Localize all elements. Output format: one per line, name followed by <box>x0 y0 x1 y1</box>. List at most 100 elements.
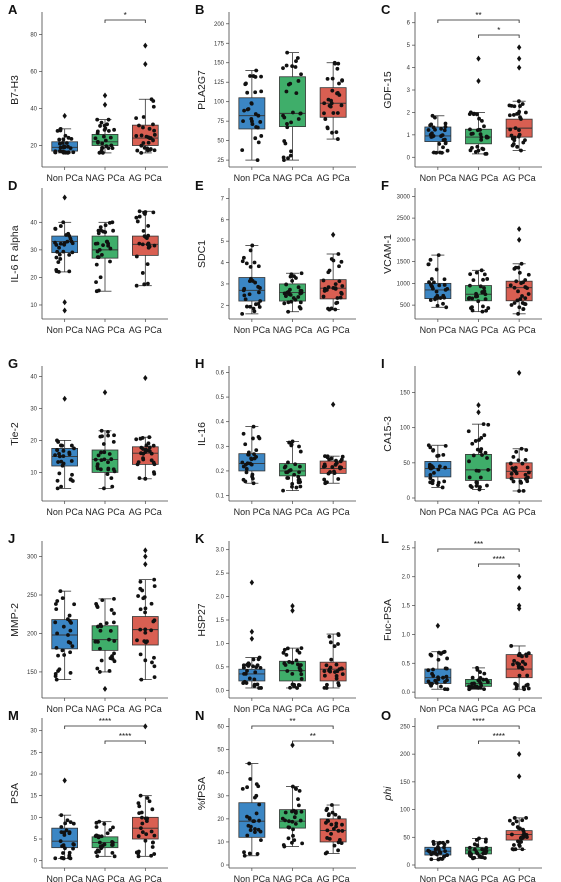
data-point <box>322 111 326 116</box>
x-tick-label: AG PCa <box>129 704 162 714</box>
data-point <box>252 456 257 461</box>
y-tick-label: 2500 <box>397 216 411 222</box>
data-point <box>247 279 252 284</box>
data-point <box>323 464 327 469</box>
panel-letter: M <box>8 708 19 723</box>
data-point <box>145 281 150 286</box>
data-point <box>99 834 104 839</box>
data-point <box>321 294 326 299</box>
data-point <box>511 479 516 484</box>
y-tick-label: 40 <box>30 220 37 226</box>
data-point <box>99 658 104 663</box>
data-point <box>151 122 155 127</box>
data-point <box>139 810 144 815</box>
data-point <box>61 137 66 142</box>
data-point <box>284 282 289 287</box>
data-point <box>100 598 105 602</box>
x-tick-label: NAG PCa <box>459 173 499 183</box>
data-point <box>296 480 301 485</box>
data-point <box>285 121 289 126</box>
data-point <box>136 834 141 839</box>
data-point <box>298 300 303 305</box>
data-point <box>241 477 246 482</box>
data-point <box>112 127 116 132</box>
data-point <box>54 607 59 612</box>
data-point <box>151 104 156 109</box>
significance-label: ** <box>310 732 316 741</box>
data-point <box>520 654 524 659</box>
data-point <box>256 784 261 789</box>
data-point <box>298 111 303 116</box>
y-tick-label: 2 <box>221 303 225 309</box>
data-point <box>98 646 102 651</box>
data-point <box>443 666 448 671</box>
significance-bracket <box>437 725 520 729</box>
data-point <box>248 264 253 269</box>
outlier-marker <box>62 299 67 306</box>
significance-bracket <box>104 19 146 23</box>
data-point <box>328 640 333 645</box>
x-tick-label: Non PCa <box>420 325 457 335</box>
data-point <box>473 149 478 154</box>
data-point <box>56 270 61 274</box>
data-point <box>241 119 245 123</box>
data-point <box>516 664 521 668</box>
data-point <box>519 840 523 844</box>
data-point <box>94 280 98 285</box>
data-point <box>334 674 339 678</box>
data-point <box>521 833 526 837</box>
y-tick-label: 3000 <box>397 194 411 200</box>
data-point <box>331 111 336 115</box>
data-point <box>56 653 60 658</box>
data-point <box>282 158 286 163</box>
data-point <box>443 287 448 292</box>
data-point <box>290 482 295 486</box>
data-point <box>95 241 100 246</box>
panel-letter: E <box>195 178 204 193</box>
data-point <box>140 830 145 834</box>
significance-label: ** <box>475 11 481 20</box>
data-point <box>444 674 449 679</box>
data-point <box>511 662 515 667</box>
data-point <box>97 840 102 845</box>
data-point <box>520 461 525 466</box>
data-point <box>438 851 443 855</box>
data-point <box>443 124 448 129</box>
y-axis-label: MMP-2 <box>9 603 21 637</box>
data-point <box>439 684 443 689</box>
data-point <box>145 262 150 267</box>
y-tick-label: 2.5 <box>216 571 225 577</box>
data-point <box>517 305 522 310</box>
data-point <box>294 91 299 96</box>
data-point <box>296 285 301 290</box>
data-point <box>108 828 113 832</box>
data-point <box>340 666 344 671</box>
x-tick-label: AG PCa <box>129 173 162 183</box>
data-point <box>139 143 144 148</box>
y-tick-label: 250 <box>400 724 411 730</box>
y-tick-label: 10 <box>30 470 37 476</box>
data-point <box>326 813 331 818</box>
y-tick-label: 1.0 <box>402 632 411 638</box>
data-point <box>482 687 486 691</box>
data-point <box>431 850 436 855</box>
data-point <box>136 801 141 806</box>
x-tick-label: Non PCa <box>420 704 457 714</box>
data-point <box>430 681 434 686</box>
data-point <box>247 851 252 856</box>
data-point <box>250 243 255 248</box>
panel-d: D 10 20 30 40 IL-6 R alpha Non PCa NAG PCa AG PC… <box>8 178 168 335</box>
outlier-marker <box>143 61 148 68</box>
data-point <box>61 851 65 855</box>
y-tick-label: 0 <box>407 496 411 502</box>
significance-label: **** <box>472 717 484 726</box>
outlier-marker <box>476 402 481 409</box>
data-point <box>68 477 73 482</box>
data-point <box>516 134 521 139</box>
data-point <box>96 231 101 236</box>
data-point <box>95 139 100 144</box>
data-point <box>486 306 491 310</box>
y-tick-label: 5 <box>221 239 225 245</box>
data-point <box>482 671 487 676</box>
y-tick-label: 30 <box>217 794 224 800</box>
